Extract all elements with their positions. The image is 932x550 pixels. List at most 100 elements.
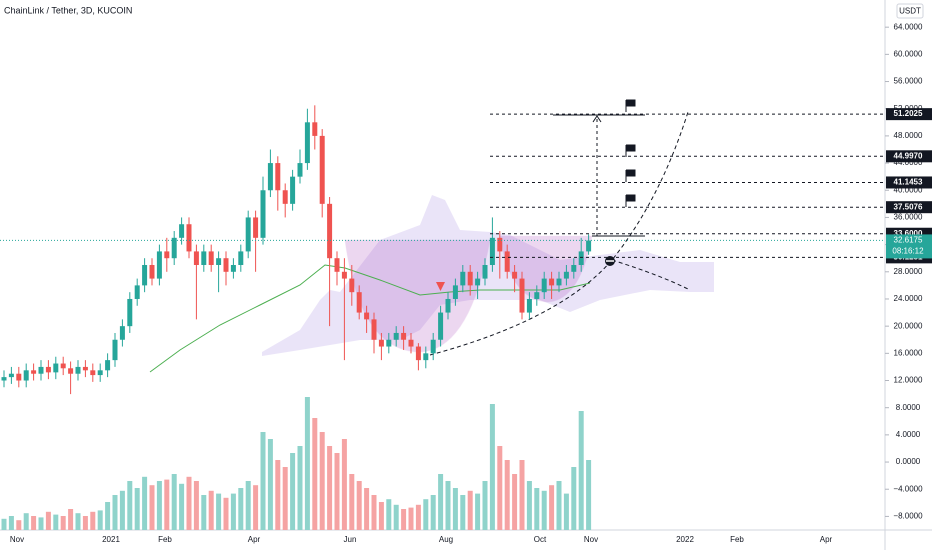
candle-body (60, 363, 66, 369)
candle-body (230, 265, 236, 272)
candle-body (452, 285, 458, 299)
candle-body (82, 366, 88, 371)
candle-body (127, 298, 133, 327)
volume-bar (275, 460, 281, 530)
volume-bar (267, 439, 273, 530)
candle-body (371, 319, 377, 340)
candle-body (319, 135, 325, 204)
level-label: 33.6000 (894, 229, 923, 238)
volume-bar (186, 476, 192, 530)
y-tick-label: 44.0000 (894, 158, 923, 167)
candle-body (460, 271, 466, 286)
volume-bar (142, 476, 148, 530)
volume-bar (319, 432, 325, 530)
level-box (886, 176, 932, 189)
y-tick-label: −4.0000 (893, 484, 923, 493)
x-tick-label: 2021 (102, 535, 120, 544)
volume-bar (334, 453, 340, 530)
volume-bar (119, 490, 125, 530)
level-label: 51.2025 (894, 109, 923, 118)
volume-bar (297, 446, 303, 530)
candle-body (504, 251, 510, 272)
volume-bar (327, 446, 333, 530)
cloud (262, 195, 714, 356)
volume-bar (8, 516, 14, 530)
candle-body (164, 251, 170, 259)
candle-body (297, 163, 303, 177)
candle-body (304, 122, 310, 164)
flags (625, 99, 636, 207)
volume-bar (230, 493, 236, 530)
candle-body (238, 251, 244, 265)
volume-bar (423, 499, 429, 530)
volume-bar (31, 516, 37, 530)
candle-body (378, 339, 384, 347)
candle-body (497, 237, 503, 252)
candle-body (445, 298, 451, 313)
y-tick-label: 36.0000 (894, 213, 923, 222)
volume-bar (260, 432, 266, 530)
volume-bar (393, 504, 399, 530)
candle-body (364, 312, 370, 320)
candle-body (349, 278, 355, 293)
volume-bar (253, 485, 259, 530)
candle-body (8, 373, 14, 378)
volume-bar (445, 481, 451, 530)
candle-body (1, 377, 7, 381)
candle-body (275, 163, 281, 191)
candle-body (45, 366, 51, 373)
volume-bar (549, 485, 555, 530)
x-tick-label: Apr (820, 535, 833, 544)
volume-bar (475, 493, 481, 530)
volume-bar (208, 490, 214, 530)
level-box (886, 150, 932, 163)
volume-bar (482, 481, 488, 530)
volume-bar (112, 495, 118, 530)
candle-body (16, 373, 22, 381)
candle-body (97, 370, 103, 376)
countdown: 08:16:12 (892, 247, 924, 256)
x-tick-label: Nov (10, 535, 24, 544)
y-tick-label: 64.0000 (894, 22, 923, 31)
volume-bar (356, 481, 362, 530)
y-tick-label: 56.0000 (894, 77, 923, 86)
x-tick-label: Apr (248, 535, 261, 544)
y-tick-label: 8.0000 (896, 403, 921, 412)
volume-bar (75, 513, 81, 530)
volume-bar (371, 495, 377, 530)
candle-body (31, 370, 37, 374)
volume-bar (512, 474, 518, 530)
candle-body (112, 339, 118, 361)
candle-body (401, 332, 407, 340)
y-tick-label: 16.0000 (894, 348, 923, 357)
candle-body (578, 251, 584, 265)
candle-body (38, 366, 44, 374)
candle-body (482, 265, 488, 279)
candle-body (334, 258, 340, 272)
y-tick-label: 0.0000 (896, 457, 921, 466)
volume-bar (312, 418, 318, 530)
y-tick-label: 48.0000 (894, 131, 923, 140)
candle-body (386, 339, 392, 347)
x-tick-label: Oct (534, 535, 547, 544)
volume-bar (460, 495, 466, 530)
candle-body (512, 271, 518, 279)
candle-body (193, 251, 199, 265)
volume-bar (127, 481, 133, 530)
level-label: 37.5076 (894, 202, 923, 211)
candle-body (267, 163, 273, 191)
candle-body (586, 240, 592, 252)
candle-body (356, 292, 362, 313)
candle-body (526, 298, 532, 313)
candle-body (327, 203, 333, 259)
currency: USDT (899, 7, 921, 16)
x-tick-label: Feb (730, 535, 744, 544)
volume-bar (1, 518, 7, 530)
candle-body (23, 370, 29, 381)
candle-body (393, 332, 399, 340)
volume-bar (223, 497, 229, 530)
volume-bar (193, 481, 199, 530)
volume-bar (304, 397, 310, 530)
candle-body (534, 292, 540, 299)
